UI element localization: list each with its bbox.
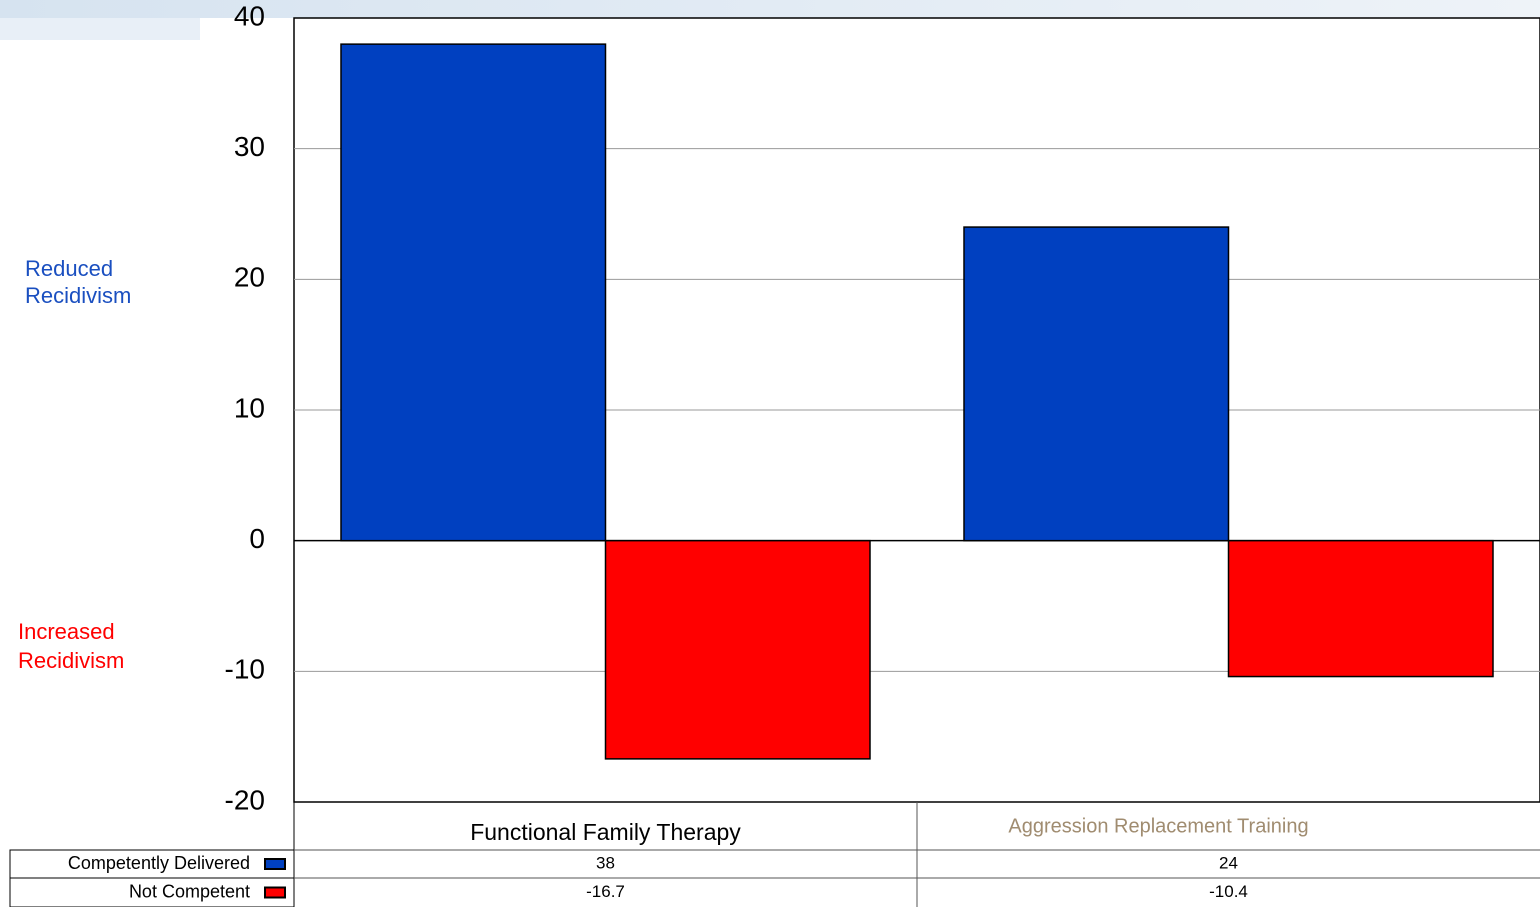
annotation: Increased Recidivism [18,619,124,673]
header-band [0,18,200,40]
y-tick-label: -20 [225,784,265,815]
legend-swatch [264,886,286,899]
y-tick-label: -10 [225,654,265,685]
bar [1227,539,1494,678]
annotation: Reduced Recidivism [25,256,131,308]
y-tick-label: 40 [234,0,265,31]
header-band [0,0,1540,18]
value-label: -16.7 [586,882,625,901]
bar [604,539,871,760]
bar [340,43,607,542]
bar [963,226,1230,542]
y-tick-label: 10 [234,392,265,423]
legend-label: Not Competent [129,881,250,901]
value-label: 38 [596,853,615,872]
table-cell [9,877,295,907]
y-tick-label: 0 [249,523,265,554]
value-label: -10.4 [1209,882,1248,901]
category-label: Functional Family Therapy [470,819,741,845]
y-tick-label: 20 [234,262,265,293]
legend-label: Competently Delivered [68,853,250,873]
legend-swatch [264,858,286,870]
y-tick-label: 30 [234,131,265,162]
category-label: Aggression Replacement Training [1008,815,1308,837]
value-label: 24 [1219,853,1238,872]
